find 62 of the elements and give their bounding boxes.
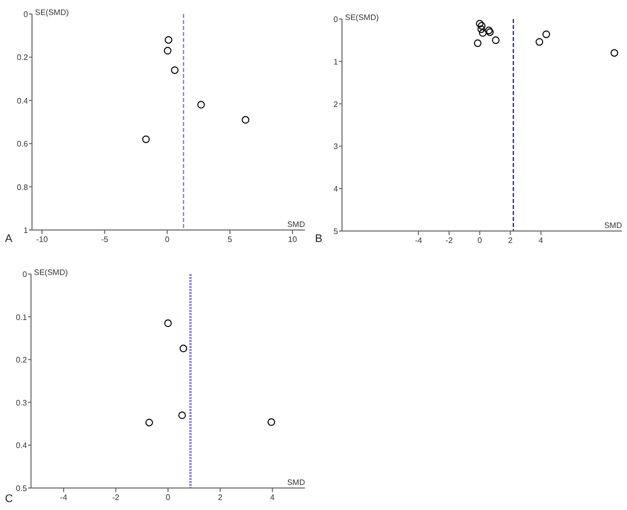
x-tick-label: 2 — [218, 493, 223, 502]
point — [170, 66, 179, 74]
y-tick-label: 1 — [334, 57, 339, 66]
point — [477, 25, 486, 33]
y-tick-label: 1 — [24, 226, 29, 235]
y-tick-label: 0 — [22, 270, 28, 279]
point — [142, 135, 150, 144]
y-tick-label: 0 — [24, 10, 29, 19]
point — [536, 38, 544, 46]
y-tick-label: 0.5 — [16, 484, 28, 493]
point — [242, 116, 250, 124]
point — [180, 344, 188, 352]
x-tick-label: 2 — [508, 236, 514, 245]
y-axis-title: SE(SMD) — [35, 8, 70, 17]
point — [478, 22, 486, 30]
x-tick-label: -2 — [446, 236, 454, 245]
point — [164, 36, 172, 44]
point — [476, 20, 484, 28]
x-axis-title: SMD — [604, 221, 622, 230]
point — [610, 49, 618, 57]
y-tick-label: 0.8 — [16, 182, 29, 192]
y-tick-label: 4 — [334, 184, 339, 194]
x-tick-label: 10 — [288, 235, 298, 244]
y-tick-label: 0.2 — [16, 53, 29, 62]
x-tick-label: 0 — [477, 236, 482, 245]
point — [197, 100, 205, 109]
x-axis-title: SMD — [287, 220, 306, 229]
x-tick-label: -2 — [112, 493, 120, 502]
x-tick-label: 4 — [538, 236, 544, 245]
x-tick-label: 0 — [166, 493, 171, 502]
x-tick-label: -4 — [414, 236, 423, 245]
x-tick-label: 0 — [165, 235, 170, 244]
y-tick-label: 0 — [334, 15, 339, 24]
y-tick-label: 2 — [334, 100, 339, 109]
point — [268, 418, 276, 426]
point — [542, 30, 550, 38]
y-axis-title: SE(SMD) — [345, 13, 380, 22]
x-tick-label: -4 — [60, 493, 68, 502]
x-tick-label: 5 — [228, 235, 233, 244]
text: C — [5, 493, 13, 505]
point — [164, 46, 172, 55]
text: B — [315, 233, 322, 245]
y-tick-label: 3 — [334, 142, 339, 152]
text: A — [5, 233, 13, 245]
x-tick-label: -5 — [101, 235, 109, 244]
y-tick-label: 0.2 — [16, 356, 28, 365]
point — [492, 36, 500, 44]
y-tick-label: 0.1 — [16, 312, 28, 322]
y-tick-label: 5 — [334, 227, 339, 236]
x-tick-label: -10 — [36, 235, 48, 244]
y-tick-label: 0.3 — [16, 398, 28, 408]
point — [178, 411, 186, 420]
y-tick-label: 0.6 — [16, 140, 29, 149]
point — [145, 418, 154, 426]
y-tick-label: 0.4 — [16, 96, 29, 106]
point — [478, 29, 487, 37]
x-tick-label: 4 — [270, 493, 276, 502]
y-tick-label: 0.4 — [16, 441, 28, 450]
point — [474, 39, 482, 47]
x-axis-title: SMD — [287, 478, 306, 487]
y-axis-title: SE(SMD) — [34, 268, 68, 277]
point — [164, 319, 172, 328]
